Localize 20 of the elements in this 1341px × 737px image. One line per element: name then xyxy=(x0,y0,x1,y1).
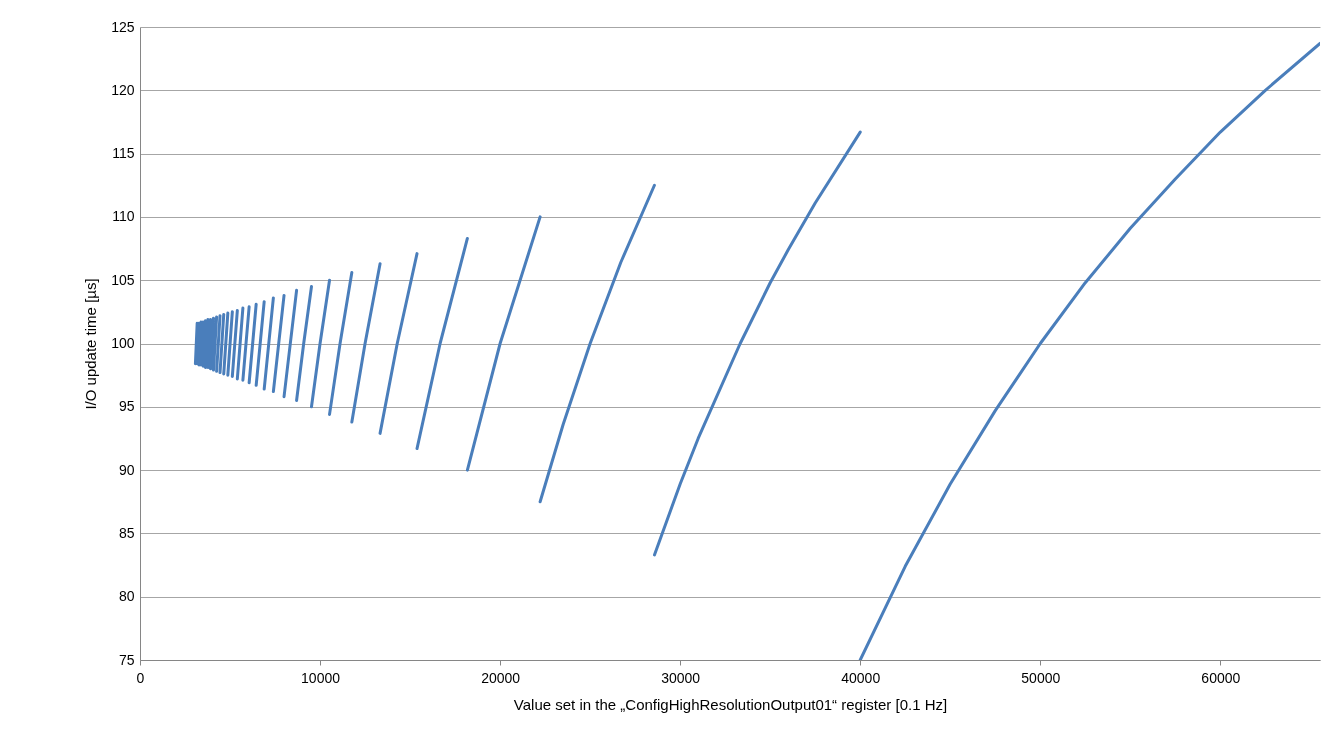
y-tick-label: 90 xyxy=(118,461,135,478)
y-tick-label: 75 xyxy=(118,651,135,668)
y-tick-label: 100 xyxy=(111,335,135,351)
x-tick-label: 60000 xyxy=(1201,669,1241,686)
y-tick-label: 80 xyxy=(118,588,135,605)
x-axis-title: Value set in the „ConfigHighResolutionOutput01“ register [0.1 Hz] xyxy=(513,695,948,713)
x-tick-label: 50000 xyxy=(1021,669,1061,686)
y-tick-label: 105 xyxy=(111,271,135,288)
y-tick-label: 110 xyxy=(112,208,135,225)
x-tick-label: 0 xyxy=(136,669,145,686)
x-tick-label: 10000 xyxy=(301,669,341,686)
y-axis-title: I/O update time [µs] xyxy=(82,278,100,410)
y-tick-label: 125 xyxy=(111,18,135,35)
y-tick-label: 95 xyxy=(118,398,135,415)
y-tick-label: 85 xyxy=(118,524,135,541)
x-tick-label: 20000 xyxy=(481,669,521,686)
x-tick-label: 30000 xyxy=(661,669,701,686)
x-tick-label: 40000 xyxy=(841,669,881,686)
y-tick-label: 115 xyxy=(112,145,135,162)
y-tick-label: 120 xyxy=(111,81,135,98)
